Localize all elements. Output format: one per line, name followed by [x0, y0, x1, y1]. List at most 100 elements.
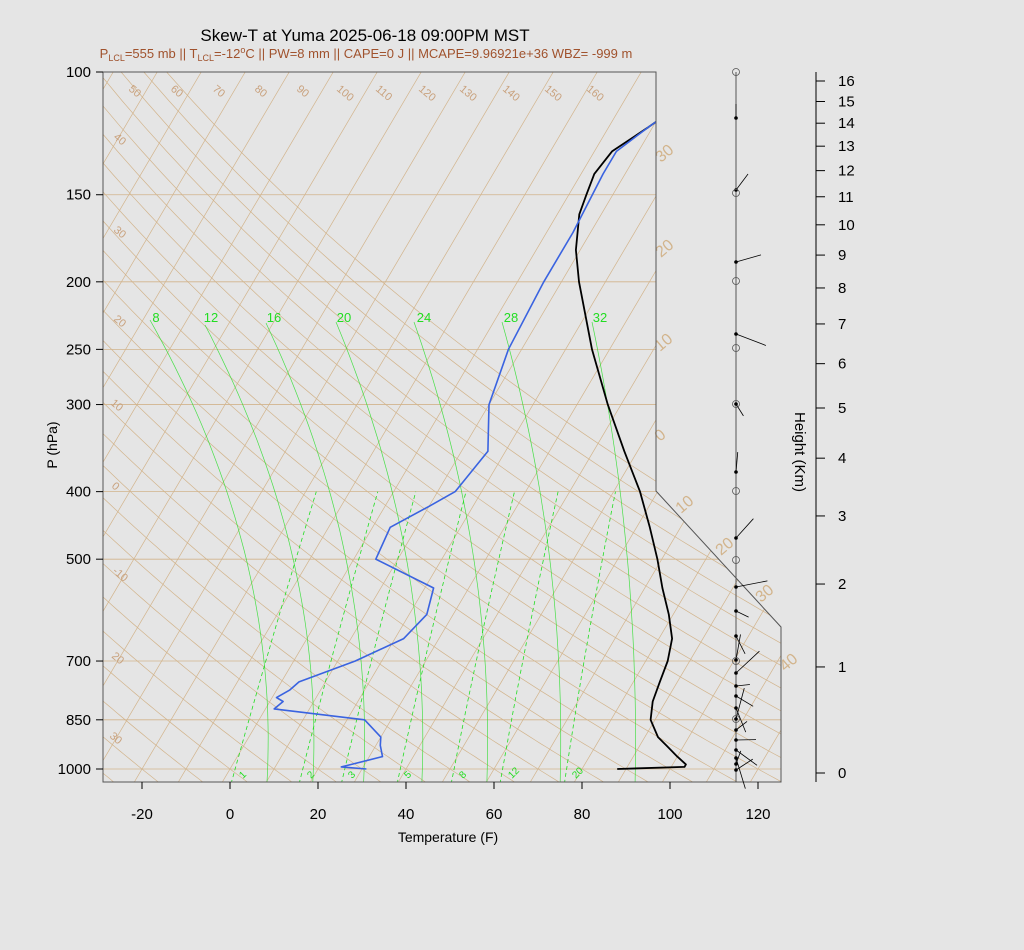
- temperature-tick-label: 40: [398, 806, 415, 823]
- isotherm-label: 30: [753, 582, 778, 607]
- isotherm-label: -10: [110, 565, 130, 584]
- mixing-ratio-line: [450, 491, 515, 782]
- temperature-tick-label: -20: [131, 806, 153, 823]
- moist-adiabat-line: [265, 322, 365, 782]
- height-tick-label: 10: [838, 217, 855, 234]
- isotherm-line: [103, 72, 510, 782]
- isotherm-line: [442, 72, 781, 782]
- pressure-tick-label: 100: [66, 64, 91, 81]
- height-tick-label: 16: [838, 73, 855, 90]
- isotherm-label: 40: [777, 651, 802, 676]
- height-tick-label: 9: [838, 247, 846, 264]
- temperature-tick-label: 120: [745, 806, 770, 823]
- temperature-tick-label: 0: [226, 806, 234, 823]
- isotherm-line: [0, 72, 25, 782]
- isotherm-line: [103, 72, 378, 782]
- mixing-ratio-top-label: 32: [593, 310, 607, 325]
- dewpoint-profile-line: [273, 72, 730, 770]
- height-tick-label: 0: [838, 765, 846, 782]
- dry-adiabat-line: [103, 72, 781, 782]
- pressure-tick-label: 700: [66, 653, 91, 670]
- isotherm-label: 20: [111, 313, 128, 330]
- isotherm-line: [354, 72, 774, 782]
- dry-adiabat-label: 120: [416, 83, 438, 104]
- height-tick-label: 5: [838, 400, 846, 417]
- wind-barb: [735, 757, 746, 789]
- isotherm-label: 30: [111, 224, 128, 241]
- dry-adiabat-line: [103, 72, 741, 782]
- isotherm-line: [794, 72, 1024, 782]
- sounding-profiles: [273, 72, 730, 770]
- wind-barb: [735, 173, 749, 191]
- dry-adiabat-line: [103, 72, 652, 782]
- wind-barb: [735, 749, 758, 766]
- dry-adiabat-line: [103, 72, 563, 782]
- wind-barb: [735, 333, 767, 346]
- mixing-ratio-line: [396, 491, 467, 782]
- calm-wind-circle: [732, 277, 740, 285]
- dry-adiabat-line: [103, 72, 295, 782]
- isotherm-line: [103, 72, 158, 782]
- wind-barb: [735, 750, 742, 765]
- calm-wind-circle: [732, 189, 740, 197]
- wind-barb: [735, 687, 745, 720]
- dry-adiabat-line: [103, 72, 206, 782]
- mixing-ratio-bottom-label: 3: [346, 769, 358, 781]
- dry-adiabat-line: [103, 72, 781, 782]
- dry-adiabat-line: [103, 72, 340, 782]
- isotherm-line: [662, 72, 781, 782]
- chart-subtitle: PLCL=555 mb || TLCL=-12oC || PW=8 mm || …: [100, 45, 633, 63]
- temperature-tick-label: 20: [310, 806, 327, 823]
- mixing-ratio-line: [499, 491, 559, 782]
- dry-adiabat-label: 80: [252, 83, 269, 100]
- height-tick-label: 15: [838, 94, 855, 111]
- pressure-tick-label: 250: [66, 341, 91, 358]
- dry-adiabat-line: [0, 72, 71, 784]
- temperature-tick-label: 80: [574, 806, 591, 823]
- dry-adiabat-label: 160: [584, 83, 606, 104]
- wind-barb: [735, 403, 744, 417]
- isotherm-label: 10: [108, 397, 125, 414]
- isotherm-label: 10: [652, 331, 677, 356]
- wind-barb: [735, 254, 762, 263]
- wind-barb: [735, 695, 754, 707]
- isotherm-line: [103, 72, 202, 782]
- dry-adiabat-line: [103, 72, 429, 782]
- dry-adiabat-label: 140: [500, 83, 522, 104]
- wind-barb: [735, 610, 749, 618]
- dry-adiabat-line: [103, 72, 697, 782]
- dry-adiabat-line: [103, 72, 518, 782]
- calm-wind-circle: [732, 657, 740, 665]
- isotherm-line: [103, 72, 422, 782]
- mixing-ratio-bottom-label: 20: [570, 765, 586, 781]
- isotherm-line: [103, 72, 246, 782]
- calm-wind-circle: [732, 715, 740, 723]
- wind-barb: [735, 452, 739, 473]
- dry-adiabat-label: 150: [542, 83, 564, 104]
- calm-wind-circle: [732, 400, 740, 408]
- isotherm-line: [134, 72, 554, 782]
- height-tick-label: 4: [838, 450, 846, 467]
- isotherm-line: [103, 72, 290, 782]
- pressure-tick-label: 1000: [58, 761, 91, 778]
- dry-adiabat-line: [166, 72, 781, 782]
- height-tick-label: 12: [838, 163, 855, 180]
- wind-barb-column: [732, 68, 768, 789]
- moist-adiabat-line: [335, 321, 424, 782]
- height-tick-label: 11: [838, 189, 854, 206]
- pressure-tick-label: 150: [66, 187, 91, 204]
- calm-wind-circle: [732, 68, 740, 76]
- height-tick-label: 2: [838, 576, 846, 593]
- wind-barb: [735, 580, 768, 588]
- isotherm-line: [838, 72, 1024, 782]
- wind-barb: [735, 758, 753, 771]
- isotherm-label: 20: [713, 535, 738, 560]
- dry-adiabat-line: [103, 72, 473, 782]
- dry-adiabat-line: [103, 72, 781, 782]
- dry-adiabat-line: [143, 72, 781, 782]
- mixing-ratio-line: [230, 491, 317, 782]
- dry-adiabat-line: [103, 72, 781, 782]
